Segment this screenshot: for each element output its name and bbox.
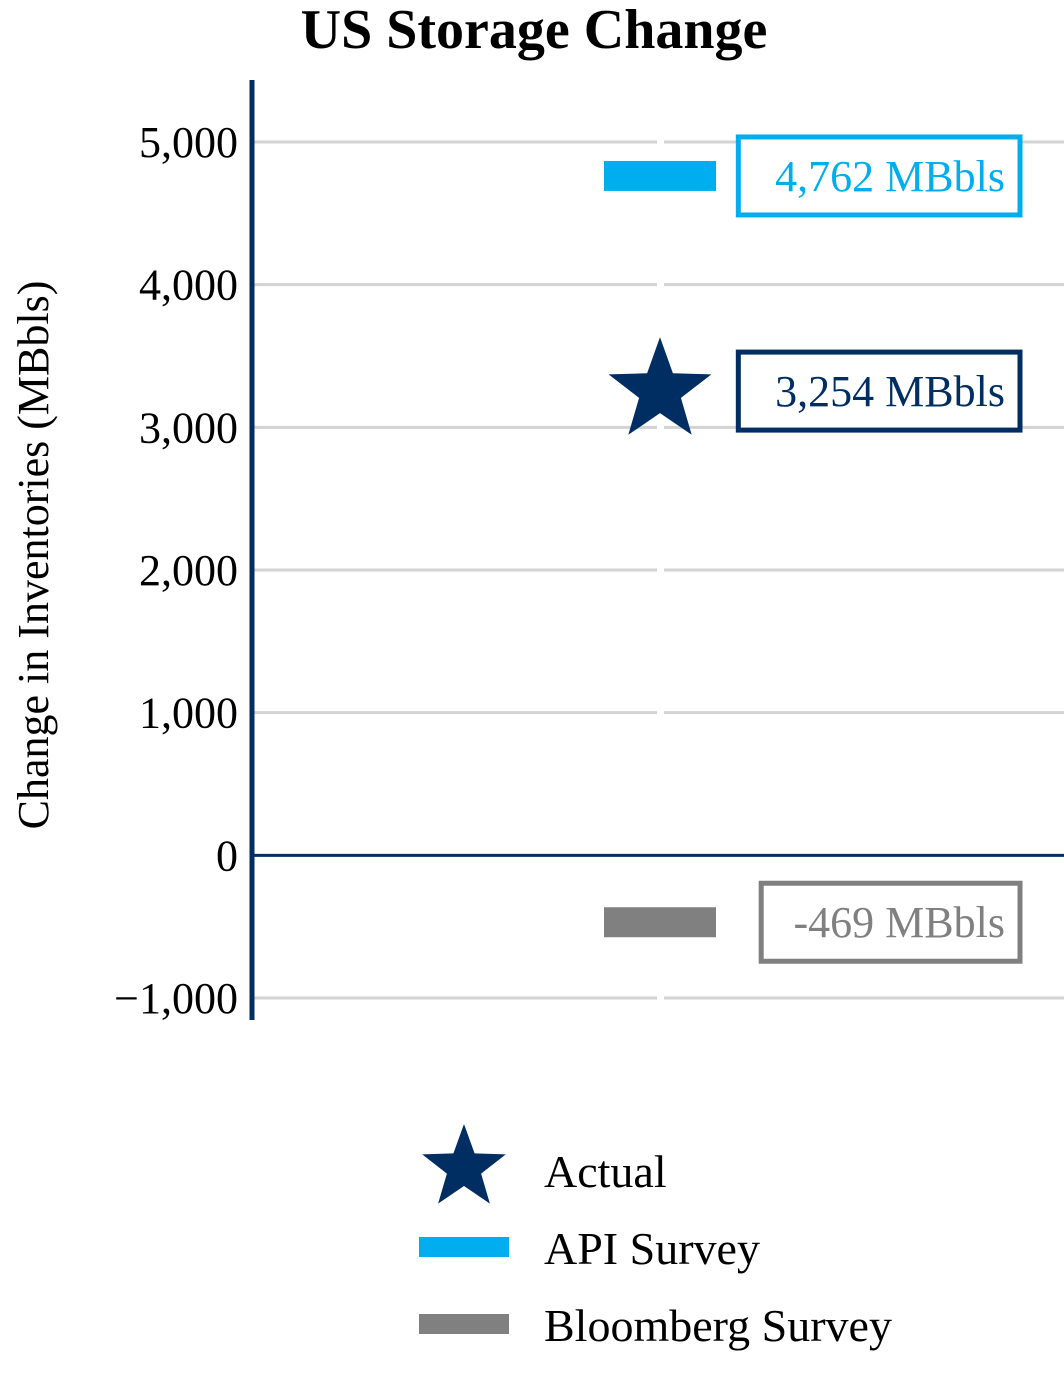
api-survey-value-box: [735, 134, 1023, 218]
bloomberg-survey-value-label: -469 MBbls: [794, 898, 1005, 947]
y-tick-label: 3,000: [139, 403, 238, 452]
bloomberg-survey-bar-marker: [604, 907, 716, 938]
actual-star-marker: [608, 337, 712, 435]
data-marks: 3,254 MBbls 4,762 MBbls -469 MBbls: [604, 134, 1023, 964]
y-tick-label: 0: [216, 831, 238, 880]
chart-title: US Storage Change: [301, 0, 768, 61]
legend-bloomberg-survey-swatch: [419, 1314, 509, 1334]
axes: [249, 80, 1064, 1020]
api-survey-value-label: 4,762 MBbls: [775, 152, 1005, 201]
legend-actual-label: Actual: [544, 1146, 667, 1197]
y-axis-label: Change in Inventories (MBbls): [9, 281, 58, 830]
y-tick-label: 5,000: [139, 118, 238, 167]
legend-api-survey-swatch: [419, 1237, 509, 1257]
legend: Actual API Survey Bloomberg Survey: [419, 1124, 892, 1351]
legend-star-swatch: [422, 1124, 506, 1204]
bloomberg-survey-value-box: [758, 880, 1023, 964]
y-tick-label: 4,000: [139, 261, 238, 310]
y-tick-label: −1,000: [114, 974, 238, 1023]
legend-api-survey-label: API Survey: [544, 1223, 760, 1274]
y-tick-label: 2,000: [139, 546, 238, 595]
actual-value-box: [735, 349, 1023, 433]
y-tick-label: 1,000: [139, 689, 238, 738]
actual-value-label: 3,254 MBbls: [775, 367, 1005, 416]
api-survey-bar-marker: [604, 160, 716, 191]
grid-lines: [252, 140, 1064, 1000]
y-tick-labels: 5,000 4,000 3,000 2,000 1,000 0 −1,000: [114, 118, 238, 1023]
legend-bloomberg-survey-label: Bloomberg Survey: [544, 1300, 892, 1351]
